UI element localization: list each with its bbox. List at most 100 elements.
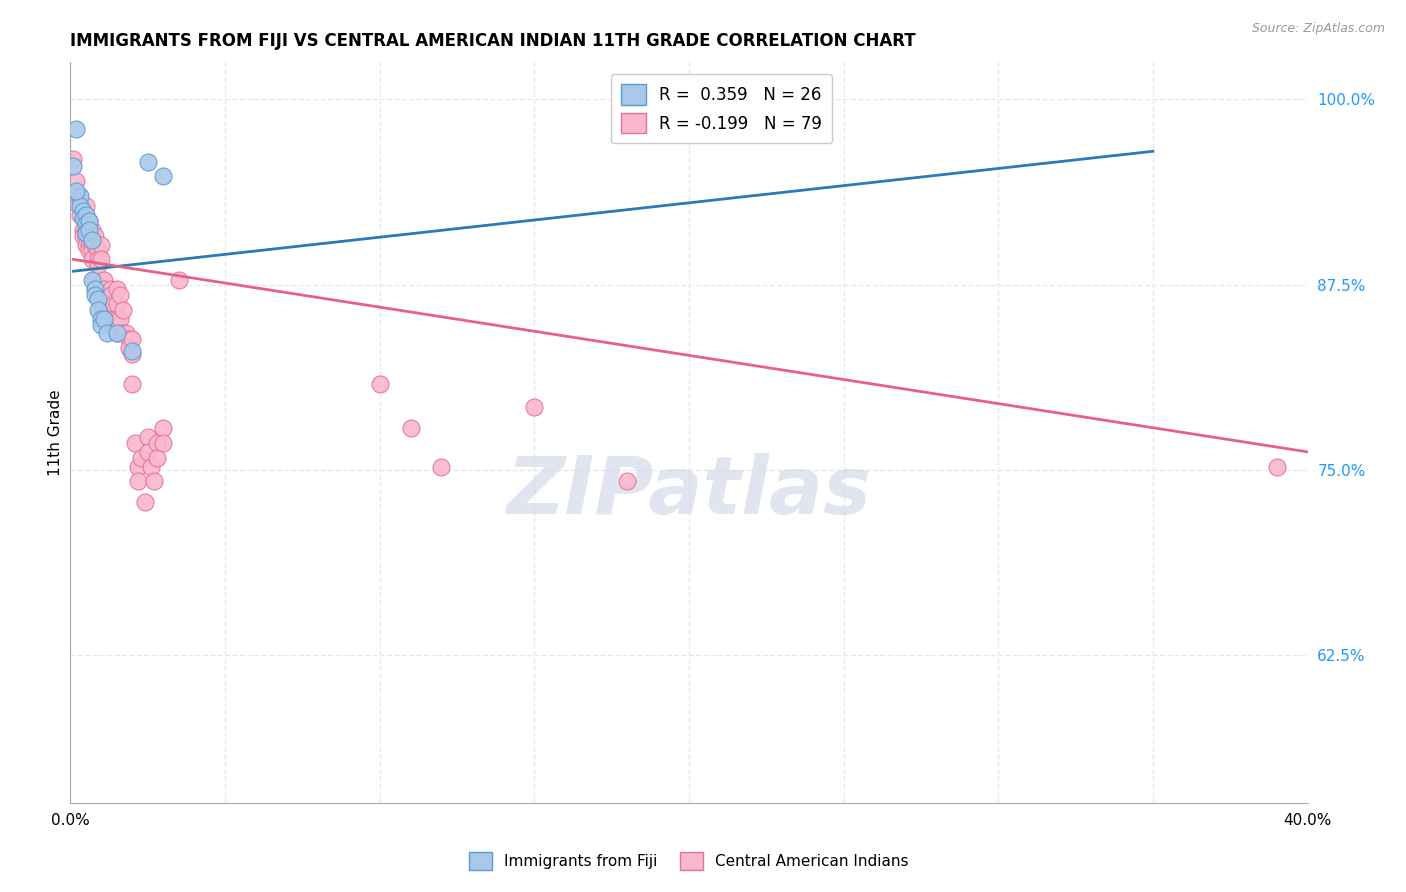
Point bbox=[84, 228, 107, 243]
Point bbox=[100, 282, 122, 296]
Point bbox=[65, 196, 87, 211]
Point bbox=[93, 273, 115, 287]
Point bbox=[136, 445, 159, 459]
Point bbox=[90, 252, 112, 267]
Point bbox=[121, 344, 143, 359]
Point bbox=[87, 302, 110, 317]
Point bbox=[77, 228, 100, 243]
Legend: Immigrants from Fiji, Central American Indians: Immigrants from Fiji, Central American I… bbox=[463, 846, 915, 877]
Point bbox=[75, 217, 97, 231]
Point bbox=[100, 302, 122, 317]
Point bbox=[75, 208, 97, 222]
Point bbox=[105, 297, 128, 311]
Point bbox=[142, 475, 165, 489]
Point bbox=[87, 252, 110, 267]
Point bbox=[77, 237, 100, 252]
Point bbox=[90, 318, 112, 332]
Point bbox=[121, 347, 143, 361]
Point bbox=[75, 214, 97, 228]
Point bbox=[96, 326, 118, 341]
Point bbox=[136, 154, 159, 169]
Point bbox=[75, 228, 97, 243]
Point bbox=[72, 228, 94, 243]
Point bbox=[69, 193, 91, 207]
Point bbox=[399, 421, 422, 435]
Point bbox=[108, 311, 131, 326]
Point bbox=[105, 326, 128, 341]
Point bbox=[90, 282, 112, 296]
Point bbox=[77, 214, 100, 228]
Point bbox=[118, 332, 141, 346]
Point bbox=[100, 288, 122, 302]
Point bbox=[368, 376, 391, 391]
Y-axis label: 11th Grade: 11th Grade bbox=[48, 389, 63, 476]
Point bbox=[77, 214, 100, 228]
Point bbox=[77, 223, 100, 237]
Point bbox=[84, 282, 107, 296]
Point bbox=[87, 258, 110, 272]
Point bbox=[72, 211, 94, 225]
Point bbox=[72, 203, 94, 218]
Point bbox=[96, 297, 118, 311]
Point bbox=[87, 282, 110, 296]
Point bbox=[62, 159, 84, 173]
Point bbox=[1265, 459, 1288, 474]
Point bbox=[134, 495, 156, 509]
Point bbox=[93, 311, 115, 326]
Point bbox=[118, 341, 141, 355]
Point bbox=[75, 223, 97, 237]
Point bbox=[84, 237, 107, 252]
Point bbox=[80, 252, 103, 267]
Point bbox=[103, 311, 125, 326]
Point bbox=[105, 326, 128, 341]
Point bbox=[75, 226, 97, 240]
Point bbox=[69, 208, 91, 222]
Point bbox=[131, 450, 153, 465]
Point bbox=[90, 297, 112, 311]
Point bbox=[87, 288, 110, 302]
Point bbox=[75, 199, 97, 213]
Text: ZIPatlas: ZIPatlas bbox=[506, 453, 872, 531]
Point bbox=[105, 311, 128, 326]
Point bbox=[80, 237, 103, 252]
Point bbox=[121, 332, 143, 346]
Point bbox=[84, 273, 107, 287]
Point bbox=[84, 288, 107, 302]
Point bbox=[152, 436, 174, 450]
Point bbox=[65, 122, 87, 136]
Point bbox=[146, 450, 169, 465]
Point bbox=[75, 237, 97, 252]
Point bbox=[72, 211, 94, 225]
Point bbox=[87, 293, 110, 307]
Point bbox=[111, 326, 134, 341]
Point bbox=[80, 244, 103, 258]
Point bbox=[80, 273, 103, 287]
Point bbox=[103, 297, 125, 311]
Point bbox=[167, 273, 190, 287]
Point bbox=[62, 152, 84, 166]
Point bbox=[111, 302, 134, 317]
Point bbox=[80, 228, 103, 243]
Point bbox=[84, 282, 107, 296]
Point bbox=[96, 288, 118, 302]
Point bbox=[93, 282, 115, 296]
Point bbox=[96, 311, 118, 326]
Point bbox=[152, 421, 174, 435]
Point bbox=[136, 430, 159, 444]
Point bbox=[105, 282, 128, 296]
Point bbox=[80, 233, 103, 247]
Point bbox=[77, 244, 100, 258]
Point bbox=[90, 237, 112, 252]
Point bbox=[65, 184, 87, 198]
Point bbox=[152, 169, 174, 184]
Point bbox=[72, 223, 94, 237]
Point bbox=[121, 376, 143, 391]
Text: Source: ZipAtlas.com: Source: ZipAtlas.com bbox=[1251, 22, 1385, 36]
Point bbox=[80, 223, 103, 237]
Point bbox=[69, 199, 91, 213]
Point bbox=[139, 459, 162, 474]
Point bbox=[127, 459, 149, 474]
Point bbox=[69, 188, 91, 202]
Point bbox=[108, 288, 131, 302]
Point bbox=[90, 311, 112, 326]
